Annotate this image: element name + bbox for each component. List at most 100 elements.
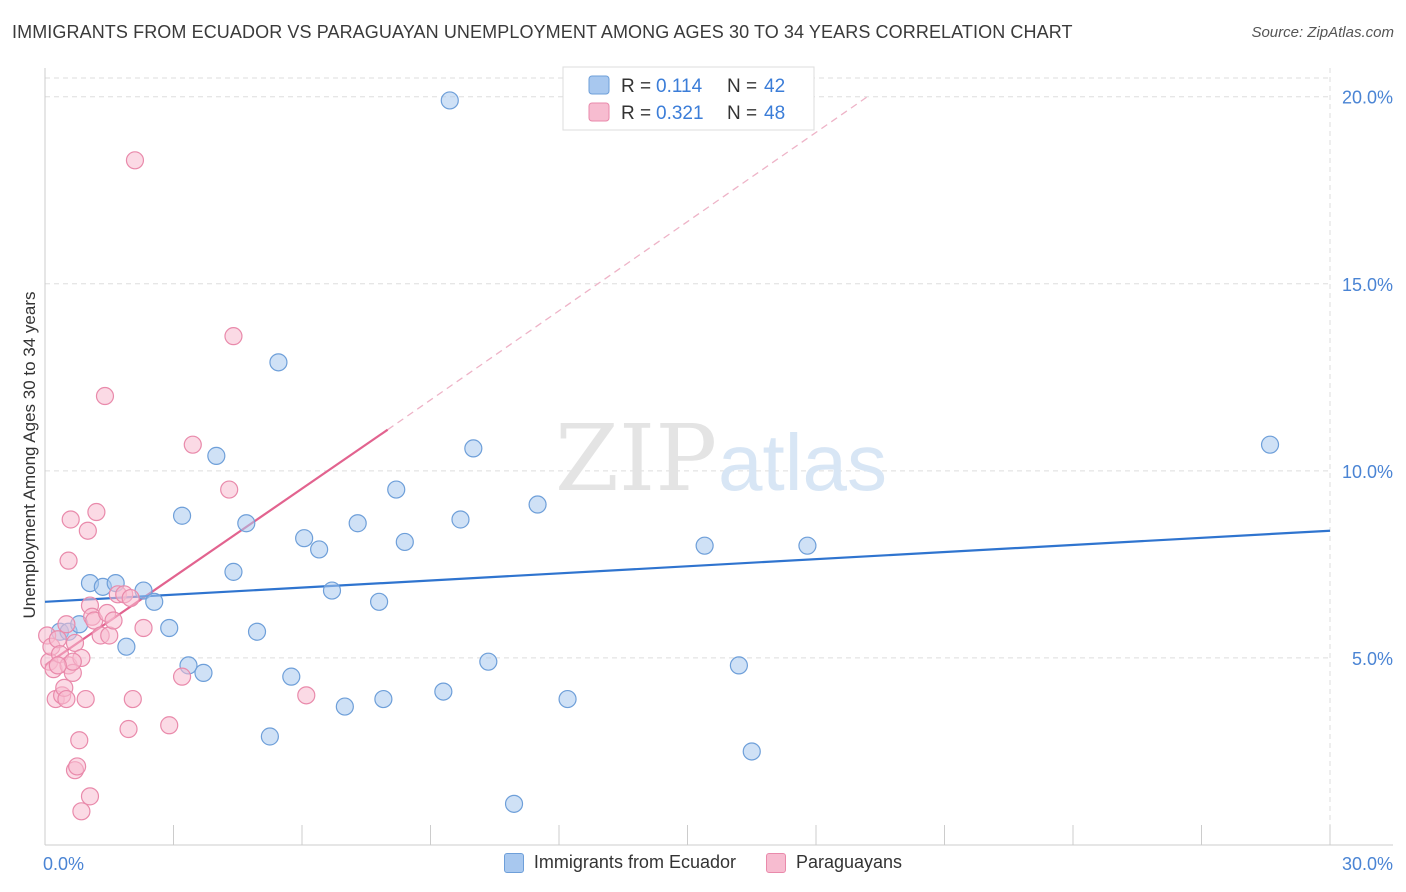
point-ecuador — [194, 663, 213, 682]
legend-r-value-2: 0.321 — [656, 103, 704, 124]
legend-n-label-1: N = — [727, 76, 757, 97]
point-paraguayans — [134, 618, 153, 638]
point-paraguayans — [72, 802, 91, 821]
point-paraguayans — [61, 510, 80, 529]
y-tick-label: 20.0% — [1342, 88, 1393, 108]
point-paraguayans — [160, 716, 179, 735]
y-tick-label: 5.0% — [1352, 649, 1393, 669]
point-paraguayans — [183, 435, 202, 454]
point-ecuador — [247, 622, 267, 641]
trend-line-paraguayans-extension — [387, 96, 868, 431]
tick-labels: 5.0% 10.0% 15.0% 20.0% 0.0% 30.0% — [43, 88, 1393, 874]
watermark: ZIP atlas — [555, 405, 887, 512]
point-ecuador — [528, 495, 547, 514]
legend-r-label-2: R = — [621, 103, 651, 124]
point-ecuador — [451, 510, 470, 529]
point-ecuador — [172, 506, 192, 525]
point-paraguayans — [63, 652, 82, 671]
point-ecuador — [237, 514, 256, 533]
y-tick-label: 10.0% — [1342, 462, 1393, 482]
point-ecuador — [558, 689, 577, 709]
y-tick-label: 15.0% — [1342, 275, 1393, 295]
point-paraguayans — [125, 151, 145, 170]
point-paraguayans — [65, 633, 85, 653]
point-paraguayans — [172, 667, 192, 686]
legend-swatch-blue — [503, 852, 524, 873]
point-paraguayans — [78, 521, 97, 540]
point-ecuador — [374, 689, 393, 709]
correlation-legend: R = 0.114 N = 42 R = 0.321 N = 48 — [562, 66, 815, 131]
trend-line-paraguayans — [44, 428, 389, 667]
point-paraguayans — [48, 656, 67, 675]
point-ecuador — [440, 91, 459, 110]
point-ecuador — [370, 592, 389, 611]
legend-item-paraguayans[interactable]: Paraguayans — [765, 852, 903, 873]
point-paraguayans — [80, 787, 100, 806]
point-paraguayans — [48, 630, 67, 649]
point-paraguayans — [59, 551, 78, 570]
point-paraguayans — [70, 731, 89, 750]
point-ecuador — [207, 446, 226, 465]
legend-swatch-pink — [765, 852, 786, 873]
legend-swatch-ecuador — [588, 75, 610, 95]
legend-item-ecuador[interactable]: Immigrants from Ecuador — [503, 852, 736, 873]
legend-r-label-1: R = — [621, 76, 651, 97]
point-paraguayans — [100, 626, 119, 645]
point-ecuador — [504, 794, 524, 813]
legend-label-paraguayans: Paraguayans — [795, 852, 903, 872]
point-ecuador — [729, 656, 749, 675]
series-legend: Immigrants from Ecuador Paraguayans — [0, 852, 1406, 873]
point-ecuador — [1260, 435, 1280, 454]
point-ecuador — [798, 536, 817, 555]
point-ecuador — [282, 667, 301, 686]
point-ecuador — [742, 742, 761, 761]
point-ecuador — [464, 439, 483, 458]
point-paraguayans — [297, 686, 316, 705]
point-paraguayans — [95, 386, 115, 406]
trend-line-ecuador — [44, 529, 1331, 603]
trend-lines — [44, 96, 1331, 667]
point-paraguayans — [220, 480, 239, 499]
point-ecuador — [310, 540, 329, 559]
point-paraguayans — [104, 611, 123, 630]
point-ecuador — [335, 697, 354, 716]
point-ecuador — [295, 529, 314, 548]
point-paraguayans — [57, 689, 76, 709]
legend-r-value-1: 0.114 — [656, 76, 703, 97]
chart-title: IMMIGRANTS FROM ECUADOR VS PARAGUAYAN UN… — [12, 22, 1073, 42]
point-paraguayans — [57, 615, 76, 634]
point-ecuador — [117, 637, 136, 656]
point-ecuador — [479, 652, 498, 671]
point-paraguayans — [123, 689, 142, 709]
point-ecuador — [160, 618, 179, 638]
point-ecuador — [395, 532, 414, 552]
point-paraguayans — [121, 588, 140, 608]
watermark-zip: ZIP — [555, 405, 717, 512]
point-ecuador — [348, 514, 367, 533]
point-paraguayans — [68, 757, 87, 776]
point-paraguayans — [76, 689, 95, 709]
x-tick-label-max: 30.0% — [1342, 854, 1393, 874]
legend-n-value-2: 48 — [764, 103, 785, 124]
point-ecuador — [322, 581, 342, 600]
legend-swatch-paraguayans — [588, 102, 610, 122]
x-tick-label-min: 0.0% — [43, 854, 84, 874]
watermark-atlas: atlas — [718, 418, 887, 507]
legend-label-ecuador: Immigrants from Ecuador — [533, 852, 736, 872]
point-ecuador — [695, 536, 714, 555]
legend-n-label-2: N = — [727, 103, 757, 124]
point-ecuador — [260, 727, 279, 746]
axes — [44, 68, 1393, 846]
source-credit: Source: ZipAtlas.com — [1251, 24, 1394, 41]
point-paraguayans — [224, 327, 243, 346]
point-ecuador — [224, 562, 243, 581]
legend-n-value-1: 42 — [764, 76, 785, 97]
point-ecuador — [387, 480, 406, 499]
point-ecuador — [145, 592, 164, 611]
point-ecuador — [269, 353, 288, 372]
point-paraguayans — [119, 719, 138, 739]
data-points — [38, 91, 1280, 821]
point-ecuador — [434, 682, 453, 701]
point-paraguayans — [87, 502, 106, 522]
